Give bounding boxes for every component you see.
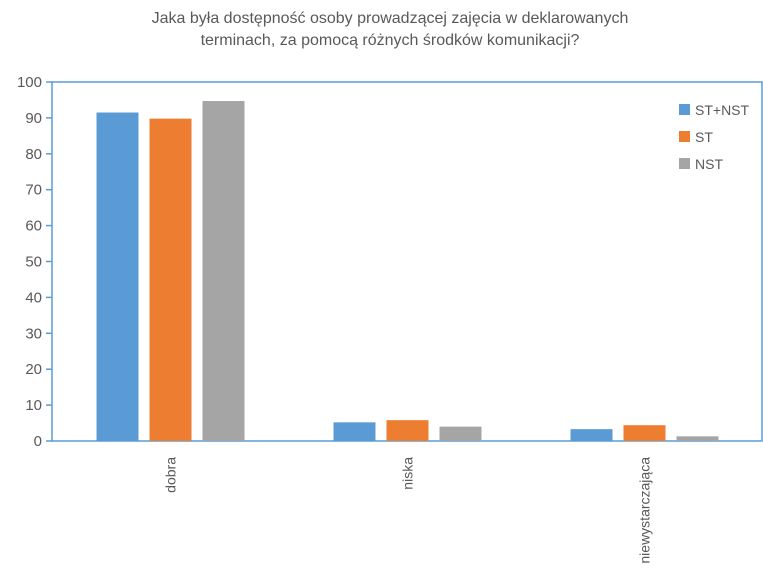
y-tick-label: 60 — [25, 218, 42, 235]
x-tick-label: niewystarczająca — [637, 457, 653, 564]
y-tick-label: 50 — [25, 254, 42, 271]
y-tick-label: 80 — [25, 146, 42, 163]
y-tick-label: 70 — [25, 182, 42, 199]
bar-st-nst-niewystarczająca — [570, 429, 613, 441]
legend-label: NST — [695, 156, 723, 172]
y-tick-label: 100 — [17, 74, 42, 91]
legend-label: ST+NST — [695, 102, 750, 118]
bar-nst-niewystarczająca — [676, 436, 719, 441]
y-tick-label: 40 — [25, 289, 42, 306]
x-axis-labels: dobra niska niewystarczająca — [163, 457, 653, 564]
y-tick-label: 30 — [25, 325, 42, 342]
legend-swatch — [679, 158, 690, 169]
legend-swatch — [679, 104, 690, 115]
bar-st-niska — [386, 420, 429, 441]
x-tick-label: niska — [400, 457, 416, 490]
bar-st-niewystarczająca — [623, 425, 666, 441]
chart-title: Jaka była dostępność osoby prowadzącej z… — [60, 8, 720, 52]
y-tick-label: 90 — [25, 110, 42, 127]
chart-title-line-2: terminach, za pomocą różnych środków kom… — [200, 32, 580, 49]
chart-title-line-1: Jaka była dostępność osoby prowadzącej z… — [151, 10, 629, 27]
bar-st-nst-niska — [333, 422, 376, 441]
legend-swatch — [679, 131, 690, 142]
bar-nst-niska — [439, 426, 482, 441]
y-tick-label: 10 — [25, 397, 42, 414]
legend: ST+NST ST NST — [679, 102, 750, 172]
bar-nst-dobra — [202, 101, 245, 441]
y-tick-label: 0 — [34, 433, 42, 450]
bar-st-nst-dobra — [96, 112, 139, 441]
y-axis-ticks: 0 10 20 30 40 50 60 70 80 90 100 — [17, 74, 52, 450]
bar-st-dobra — [149, 118, 192, 442]
y-tick-label: 20 — [25, 361, 42, 378]
legend-label: ST — [695, 129, 713, 145]
bars — [96, 101, 719, 442]
x-tick-label: dobra — [163, 457, 179, 493]
